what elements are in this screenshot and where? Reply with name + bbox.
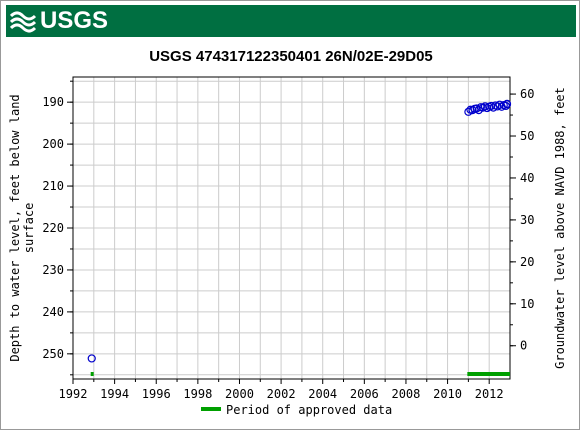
approved-period-bar bbox=[467, 372, 510, 376]
usgs-banner: USGS bbox=[6, 5, 576, 37]
y-left-tick-label: 220 bbox=[42, 221, 64, 235]
legend-swatch bbox=[201, 407, 221, 411]
x-tick-label: 2000 bbox=[225, 387, 254, 401]
usgs-logo[interactable]: USGS bbox=[10, 7, 109, 34]
data-point bbox=[502, 99, 512, 108]
data-point bbox=[483, 103, 492, 113]
y-right-tick-label: 20 bbox=[520, 255, 534, 269]
x-tick-label: 2012 bbox=[475, 387, 504, 401]
data-points bbox=[87, 99, 512, 363]
x-tick-label: 1998 bbox=[183, 387, 212, 401]
chart-title: USGS 474317122350401 26N/02E-29D05 bbox=[149, 48, 433, 65]
grid-lines bbox=[72, 77, 511, 379]
y-axis-left-label-line1: Depth to water level, feet below land bbox=[8, 94, 22, 361]
x-tick-label: 1996 bbox=[142, 387, 171, 401]
x-tick-label: 1992 bbox=[59, 387, 88, 401]
approved-periods bbox=[90, 372, 510, 376]
y-left-tick-label: 230 bbox=[42, 263, 64, 277]
data-point bbox=[468, 106, 477, 115]
y-axis-left-label-line2: surface bbox=[22, 203, 36, 254]
usgs-logo-text: USGS bbox=[40, 7, 109, 34]
y-left-tick-label: 250 bbox=[42, 347, 64, 361]
data-point bbox=[478, 103, 488, 112]
x-tick-label: 1994 bbox=[100, 387, 129, 401]
data-point bbox=[480, 102, 490, 111]
y-axis-right-label: Groundwater level above NAVD 1988, feet bbox=[553, 87, 567, 369]
y-left-tick-label: 200 bbox=[42, 137, 64, 151]
y-left-tick-label: 210 bbox=[42, 179, 64, 193]
legend-label: Period of approved data bbox=[226, 403, 392, 417]
y-right-tick-label: 50 bbox=[520, 129, 534, 143]
y-right-tick-label: 0 bbox=[520, 339, 527, 353]
y-axis-right: 60 50 40 30 20 10 0 bbox=[510, 87, 534, 353]
y-right-tick-label: 60 bbox=[520, 87, 534, 101]
x-tick-label: 2010 bbox=[433, 387, 462, 401]
y-right-tick-label: 10 bbox=[520, 297, 534, 311]
data-point bbox=[487, 101, 496, 111]
y-left-tick-label: 240 bbox=[42, 305, 64, 319]
data-point bbox=[87, 354, 96, 363]
x-tick-label: 2006 bbox=[350, 387, 379, 401]
x-tick-label: 2004 bbox=[308, 387, 337, 401]
data-point bbox=[472, 104, 481, 113]
approved-period-bar bbox=[90, 372, 94, 376]
usgs-wave-icon bbox=[10, 8, 36, 34]
y-left-tick-label: 190 bbox=[42, 95, 64, 109]
y-axis-left: 190 200 210 220 230 240 250 bbox=[42, 80, 73, 376]
x-tick-label: 2008 bbox=[391, 387, 420, 401]
y-right-tick-label: 30 bbox=[520, 213, 534, 227]
y-right-tick-label: 40 bbox=[520, 171, 534, 185]
legend: Period of approved data bbox=[201, 403, 392, 417]
x-axis: 1992 1994 1996 1998 2000 2002 2004 2006 2008 2010… bbox=[59, 379, 504, 401]
x-tick-label: 2002 bbox=[267, 387, 296, 401]
